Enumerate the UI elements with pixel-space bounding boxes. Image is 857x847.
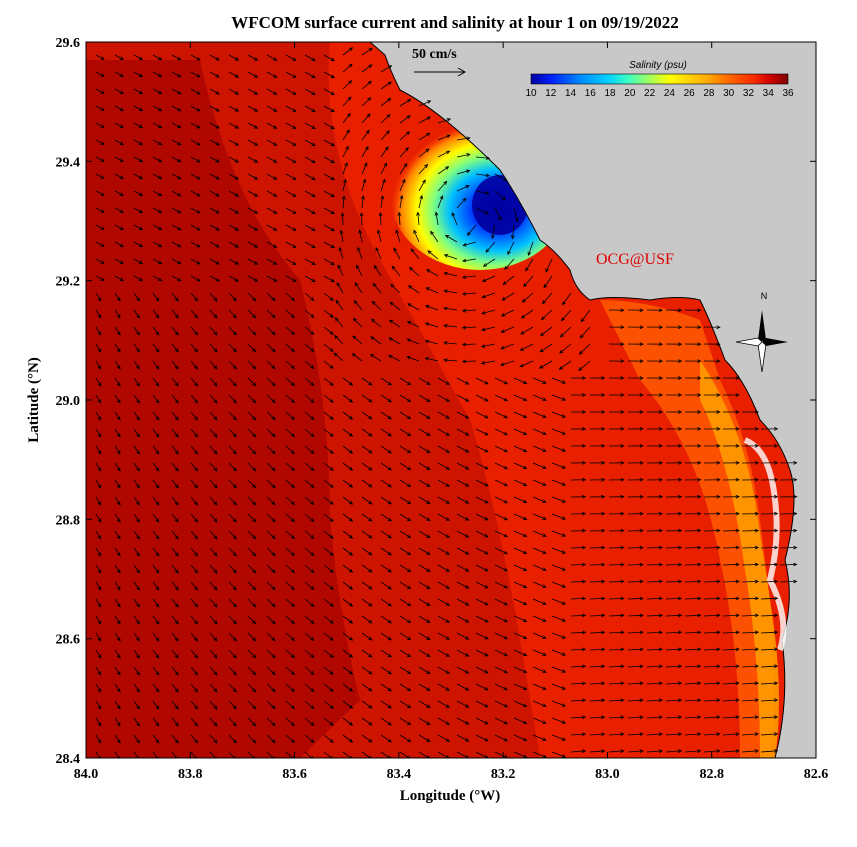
x-tick-label: 83.6 [282, 767, 307, 782]
x-tick-label: 83.0 [595, 767, 620, 782]
y-tick-label: 29.2 [56, 275, 81, 290]
map-title: WFCOM surface current and salinity at ho… [231, 13, 679, 32]
colorbar-tick-label: 18 [605, 88, 617, 99]
colorbar-tick-label: 36 [782, 88, 794, 99]
x-tick-label: 82.8 [699, 767, 724, 782]
y-tick-label: 28.6 [56, 633, 81, 648]
colorbar [531, 74, 788, 84]
north-label: N [761, 291, 768, 301]
colorbar-tick-label: 10 [525, 88, 537, 99]
x-tick-label: 83.4 [387, 767, 412, 782]
colorbar-tick-label: 12 [545, 88, 557, 99]
colorbar-tick-label: 30 [723, 88, 735, 99]
colorbar-title: Salinity (psu) [629, 60, 687, 71]
colorbar-tick-label: 16 [585, 88, 597, 99]
colorbar-tick-label: 24 [664, 88, 676, 99]
scale-vector-label: 50 cm/s [412, 47, 457, 62]
x-tick-label: 84.0 [74, 767, 99, 782]
colorbar-tick-label: 32 [743, 88, 755, 99]
x-axis-label: Longitude (°W) [400, 788, 501, 804]
y-tick-label: 29.4 [56, 155, 81, 170]
y-tick-label: 28.8 [56, 513, 81, 528]
y-tick-label: 28.4 [56, 752, 81, 767]
credit-label: OCG@USF [596, 251, 674, 268]
x-tick-label: 83.8 [178, 767, 203, 782]
colorbar-tick-label: 34 [763, 88, 775, 99]
colorbar-tick-label: 14 [565, 88, 577, 99]
y-axis-label: Latitude (°N) [26, 357, 42, 443]
colorbar-tick-label: 20 [624, 88, 636, 99]
y-tick-label: 29.6 [56, 36, 81, 51]
colorbar-tick-label: 26 [684, 88, 696, 99]
y-tick-label: 29.0 [56, 394, 81, 409]
x-tick-label: 82.6 [804, 767, 829, 782]
colorbar-tick-label: 22 [644, 88, 656, 99]
plot-area [86, 42, 816, 760]
colorbar-tick-label: 28 [703, 88, 715, 99]
x-tick-label: 83.2 [491, 767, 516, 782]
